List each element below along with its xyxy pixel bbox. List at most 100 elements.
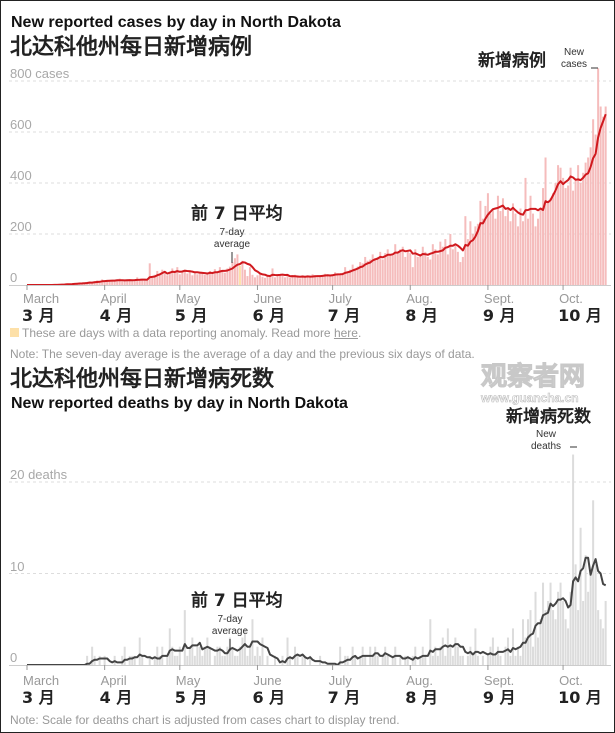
daily-bar bbox=[163, 272, 166, 285]
daily-bar bbox=[436, 254, 439, 285]
daily-bar bbox=[306, 276, 309, 285]
daily-bar bbox=[544, 610, 547, 665]
daily-bar bbox=[121, 655, 124, 665]
daily-bar bbox=[118, 278, 121, 285]
daily-bar bbox=[339, 646, 342, 665]
daily-bar bbox=[196, 646, 199, 665]
daily-bar bbox=[103, 655, 106, 665]
month-label-zh: 5 月 bbox=[174, 306, 208, 325]
daily-bar bbox=[201, 271, 204, 285]
daily-bar bbox=[602, 628, 605, 665]
daily-bar bbox=[248, 646, 251, 665]
daily-bar bbox=[324, 273, 327, 285]
daily-bar bbox=[516, 646, 519, 665]
daily-bar bbox=[484, 205, 487, 285]
daily-bar bbox=[504, 216, 507, 285]
daily-bar bbox=[136, 277, 139, 285]
daily-bar bbox=[539, 208, 542, 285]
anomaly-swatch bbox=[10, 328, 19, 337]
daily-bar bbox=[208, 270, 211, 285]
daily-bar bbox=[141, 278, 144, 285]
daily-bar bbox=[474, 226, 477, 285]
daily-bar bbox=[597, 610, 600, 665]
daily-bar bbox=[238, 265, 241, 285]
daily-bar bbox=[356, 266, 359, 285]
daily-bar bbox=[103, 280, 106, 285]
daily-bar bbox=[208, 646, 211, 665]
daily-bar bbox=[258, 655, 261, 665]
daily-bar bbox=[559, 167, 562, 285]
month-label-zh: 3 月 bbox=[22, 688, 55, 707]
daily-bar bbox=[379, 251, 382, 285]
daily-bar bbox=[504, 646, 507, 665]
anomaly-legend-text: These are days with a data reporting ano… bbox=[22, 326, 331, 340]
daily-bar bbox=[319, 275, 322, 285]
daily-bar bbox=[562, 600, 565, 665]
daily-bar bbox=[138, 280, 141, 285]
daily-bar bbox=[506, 637, 509, 665]
daily-bar bbox=[569, 591, 572, 665]
watermark-url: www.guancha.cn bbox=[481, 391, 579, 406]
daily-bar bbox=[474, 628, 477, 665]
daily-bar bbox=[168, 271, 171, 285]
daily-bar bbox=[131, 281, 134, 285]
daily-bar bbox=[419, 655, 422, 665]
daily-bar bbox=[304, 655, 307, 665]
daily-bar bbox=[509, 221, 512, 285]
deaths-ytick-20: 20 deaths bbox=[10, 467, 68, 482]
daily-bar bbox=[299, 278, 302, 285]
daily-bar bbox=[486, 655, 489, 665]
daily-bar bbox=[584, 555, 587, 665]
cases-ytick-200: 200 bbox=[10, 219, 32, 234]
daily-bar bbox=[251, 274, 254, 285]
daily-bar bbox=[511, 203, 514, 285]
daily-bar bbox=[572, 190, 575, 285]
daily-bar bbox=[191, 637, 194, 665]
daily-bar bbox=[511, 628, 514, 665]
month-label: June bbox=[253, 291, 282, 306]
daily-bar bbox=[334, 272, 337, 285]
daily-bar bbox=[133, 655, 136, 665]
daily-bar bbox=[111, 280, 114, 285]
month-label: Aug. bbox=[406, 673, 433, 688]
daily-bar bbox=[527, 619, 529, 665]
daily-bar bbox=[456, 646, 459, 665]
new-cases-label: New cases bbox=[560, 47, 588, 70]
daily-bar bbox=[126, 279, 129, 285]
daily-bar bbox=[471, 655, 474, 665]
daily-bar bbox=[223, 655, 226, 665]
daily-bar bbox=[294, 274, 297, 285]
daily-bar bbox=[441, 246, 444, 285]
daily-bar bbox=[592, 500, 595, 665]
daily-bar bbox=[582, 600, 585, 665]
daily-bar bbox=[364, 256, 367, 285]
daily-bar bbox=[351, 264, 354, 285]
daily-bar bbox=[289, 277, 292, 285]
daily-bar bbox=[514, 655, 517, 665]
month-label: Aug. bbox=[406, 291, 433, 306]
daily-bar bbox=[494, 218, 497, 285]
daily-bar bbox=[198, 646, 201, 665]
daily-bar bbox=[128, 280, 131, 285]
daily-bar bbox=[253, 277, 256, 285]
daily-bar bbox=[309, 655, 312, 665]
daily-bar bbox=[218, 646, 221, 665]
daily-bar bbox=[113, 280, 116, 285]
daily-bar bbox=[236, 655, 239, 665]
month-label-zh: 4 月 bbox=[99, 688, 133, 707]
daily-bar bbox=[216, 646, 219, 665]
daily-bar bbox=[577, 610, 580, 665]
daily-bar bbox=[537, 218, 540, 285]
daily-bar bbox=[527, 218, 529, 285]
daily-bar bbox=[183, 610, 186, 665]
read-more-link[interactable]: here bbox=[333, 326, 358, 340]
daily-bar bbox=[263, 277, 266, 285]
daily-bar bbox=[381, 259, 384, 285]
daily-bar bbox=[444, 239, 447, 285]
daily-bar bbox=[547, 203, 550, 285]
daily-bar bbox=[286, 637, 289, 665]
cases-ytick-800: 800 cases bbox=[10, 66, 70, 81]
daily-bar bbox=[567, 628, 570, 665]
daily-bar bbox=[542, 188, 545, 285]
